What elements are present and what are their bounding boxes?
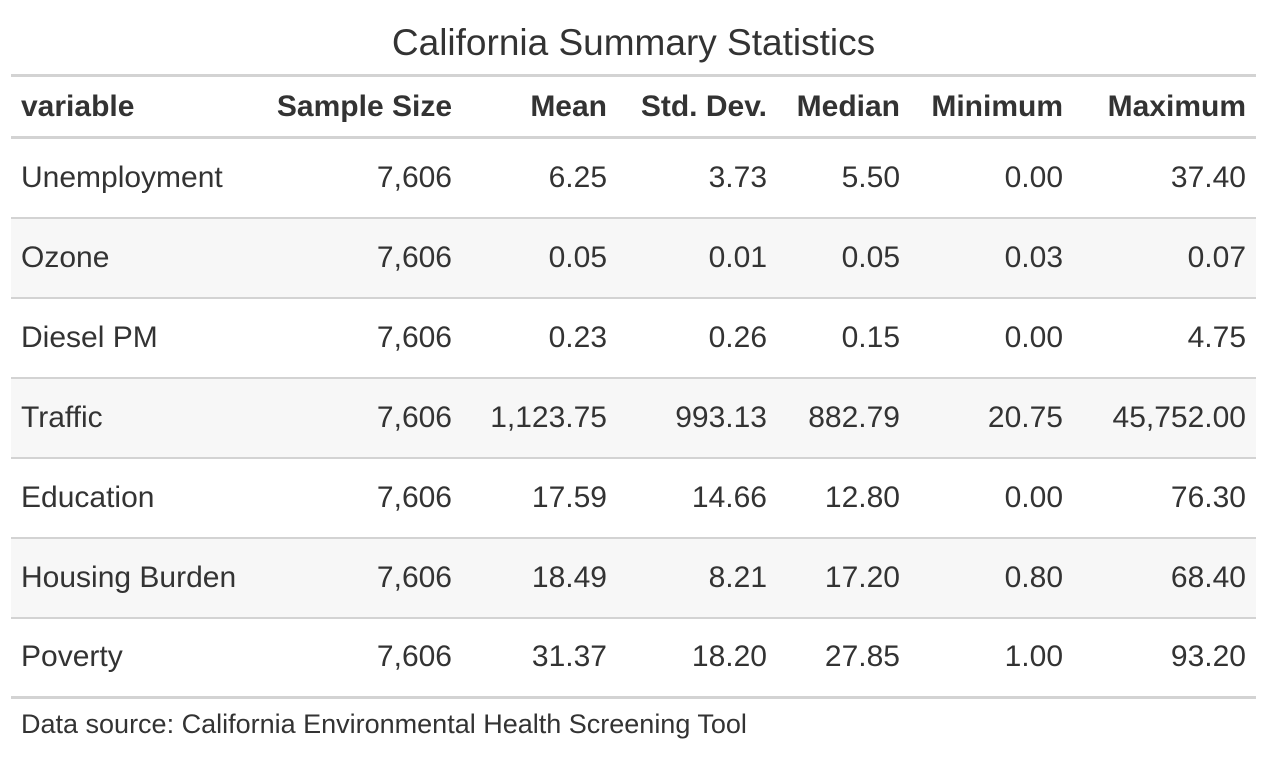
cell-minimum: 0.00 [1004,480,1063,514]
summary-statistics-table: variable Sample Size Mean Std. Dev. Medi… [11,74,1256,699]
cell-median: 0.05 [841,240,900,274]
cell-sample-size: 7,606 [376,320,452,354]
cell-mean: 31.37 [531,640,607,674]
cell-variable: Poverty [21,640,123,674]
cell-maximum: 37.40 [1170,160,1246,194]
table-body: Unemployment 7,606 6.25 3.73 5.50 0.00 37.40 Oz… [11,138,1256,698]
cell-sample-size: 7,606 [376,400,452,434]
cell-sample-size: 7,606 [376,640,452,674]
cell-median: 5.50 [841,160,900,194]
cell-maximum: 68.40 [1170,560,1246,594]
column-header-std-dev: Std. Dev. [640,89,767,123]
cell-minimum: 0.00 [1004,160,1063,194]
cell-variable: Housing Burden [21,560,237,594]
cell-maximum: 93.20 [1170,640,1246,674]
cell-minimum: 0.80 [1004,560,1063,594]
column-header-mean: Mean [530,89,607,123]
cell-variable: Unemployment [21,160,223,194]
column-header-maximum: Maximum [1107,89,1246,123]
cell-mean: 0.05 [548,240,607,274]
table-row: Unemployment 7,606 6.25 3.73 5.50 0.00 37.40 [11,138,1256,218]
cell-variable: Ozone [21,240,110,274]
cell-std-dev: 0.01 [708,240,767,274]
cell-std-dev: 3.73 [708,160,767,194]
table-row: Poverty 7,606 31.37 18.20 27.85 1.00 93.20 [11,617,1256,698]
cell-std-dev: 14.66 [691,480,767,514]
table-header: variable Sample Size Mean Std. Dev. Medi… [11,76,1256,138]
cell-std-dev: 993.13 [675,400,767,434]
cell-sample-size: 7,606 [376,160,452,194]
cell-sample-size: 7,606 [376,560,452,594]
cell-variable: Education [21,480,155,514]
cell-median: 27.85 [824,640,900,674]
cell-median: 12.80 [824,480,900,514]
cell-minimum: 1.00 [1004,640,1063,674]
cell-median: 17.20 [824,560,900,594]
cell-mean: 1,123.75 [490,400,607,434]
cell-median: 0.15 [841,320,900,354]
table-row: Ozone 7,606 0.05 0.01 0.05 0.03 0.07 [11,217,1256,298]
cell-minimum: 0.03 [1004,240,1063,274]
cell-maximum: 4.75 [1187,320,1246,354]
cell-mean: 0.23 [548,320,607,354]
column-header-sample-size: Sample Size [276,89,452,123]
cell-mean: 17.59 [531,480,607,514]
cell-maximum: 45,752.00 [1112,400,1246,434]
cell-std-dev: 8.21 [708,560,767,594]
cell-minimum: 0.00 [1004,320,1063,354]
cell-median: 882.79 [808,400,900,434]
table-row: Education 7,606 17.59 14.66 12.80 0.00 76.30 [11,457,1256,538]
cell-maximum: 76.30 [1170,480,1246,514]
cell-variable: Diesel PM [21,320,158,354]
cell-maximum: 0.07 [1187,240,1246,274]
cell-mean: 6.25 [548,160,607,194]
source-note: Data source: California Environmental He… [21,709,747,739]
cell-sample-size: 7,606 [376,480,452,514]
table-title: California Summary Statistics [391,22,876,63]
summary-table-container: California Summary Statistics variable S… [11,0,1256,740]
cell-minimum: 20.75 [987,400,1063,434]
cell-std-dev: 0.26 [708,320,767,354]
cell-sample-size: 7,606 [376,240,452,274]
column-header-variable: variable [21,89,135,123]
column-header-median: Median [796,89,900,123]
table-row: Diesel PM 7,606 0.23 0.26 0.15 0.00 4.75 [11,297,1256,378]
header-row: variable Sample Size Mean Std. Dev. Medi… [11,76,1256,138]
cell-mean: 18.49 [531,560,607,594]
column-header-minimum: Minimum [931,89,1063,123]
table-row: Traffic 7,606 1,123.75 993.13 882.79 20.75 45,… [11,377,1256,458]
cell-std-dev: 18.20 [691,640,767,674]
table-row: Housing Burden 7,606 18.49 8.21 17.20 0.80 68.… [11,537,1256,618]
cell-variable: Traffic [21,400,103,434]
